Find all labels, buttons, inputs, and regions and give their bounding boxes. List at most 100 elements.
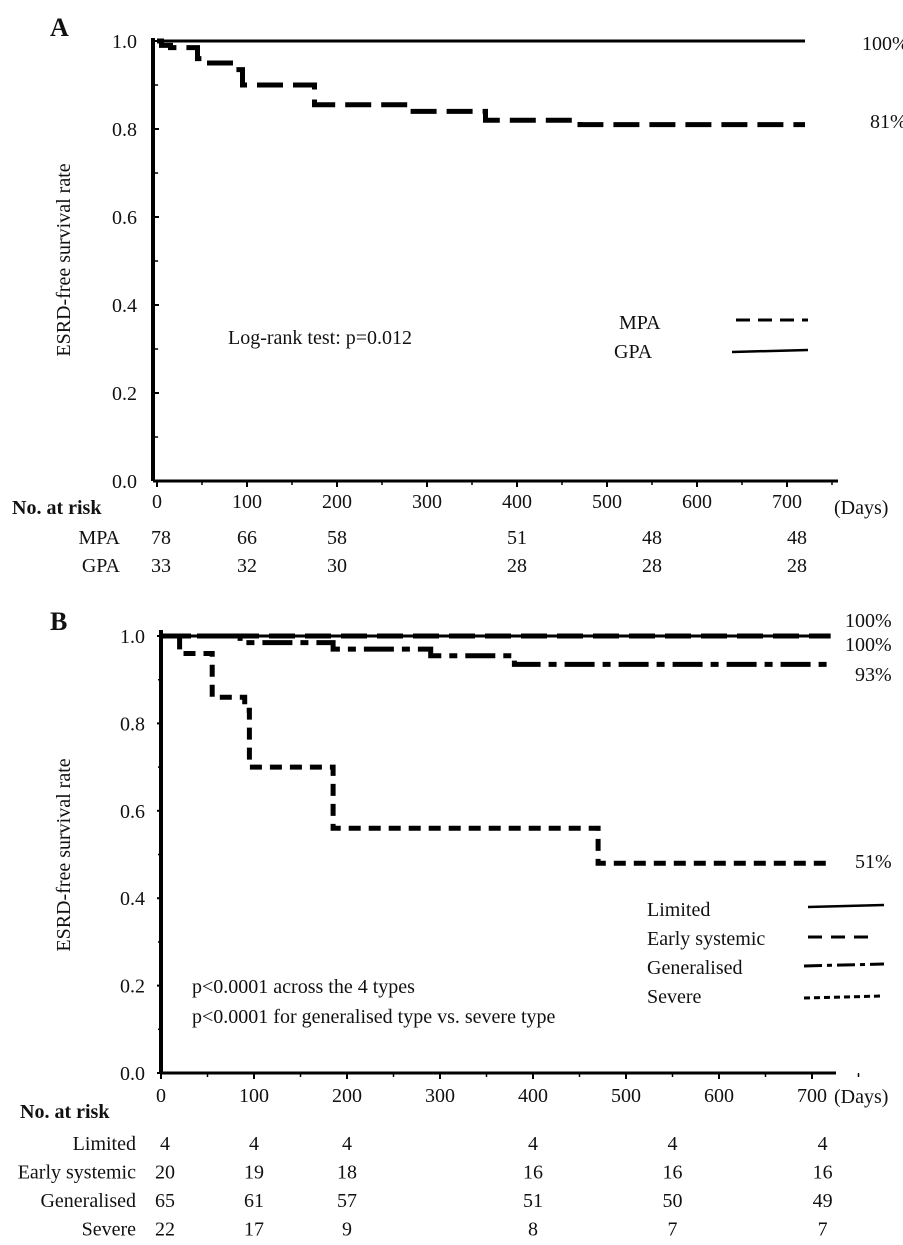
risk-cell: 66 [237,527,257,549]
risk-cell: 4 [160,1133,170,1155]
risk-cell: 33 [151,555,171,577]
legend-swatch-severe [803,994,883,1000]
series-line-mpa [157,38,805,128]
risk-cell: 19 [244,1162,264,1184]
y-tick-label: 0.6 [120,801,145,823]
panel-b-curves [161,633,831,866]
x-tick-label: 600 [704,1085,734,1107]
risk-cell: 49 [813,1190,833,1212]
x-tick-label: 400 [518,1085,548,1107]
risk-row-label: GPA [82,555,121,577]
risk-cell: 51 [523,1190,543,1212]
risk-cell: 16 [523,1162,543,1184]
x-tick-label: 500 [592,491,622,513]
legend-label-limited: Limited [647,899,710,921]
x-tick-label: 200 [322,491,352,513]
y-tick-label: 0.6 [112,207,137,229]
x-tick-label: 0 [152,491,162,513]
panel-b-annotation-2: p<0.0001 for generalised type vs. severe… [192,1006,556,1028]
risk-cell: 7 [818,1219,828,1241]
risk-cell: 58 [327,527,347,549]
y-tick-label: 0.4 [120,888,145,910]
risk-cell: 57 [337,1190,357,1212]
panel-b-risk-heading: No. at risk [20,1101,110,1123]
risk-cell: 65 [155,1190,175,1212]
x-tick-label: 100 [232,491,262,513]
y-tick-label: 0.2 [120,976,145,998]
legend-swatch-generalised [803,962,885,968]
x-tick-label: 100 [239,1085,269,1107]
legend-label-generalised: Generalised [647,957,743,979]
x-tick-label: 600 [682,491,712,513]
legend-swatch-gpa [731,348,809,354]
risk-cell: 48 [787,527,807,549]
panel-b-end-label-early: 100% [845,634,892,656]
risk-cell: 4 [528,1133,538,1155]
legend-swatch-limited [807,903,885,909]
panel-a-end-label-mpa: 81% [870,111,903,133]
panel-b-end-label-generalised: 93% [855,664,892,686]
risk-row-label: Early systemic [18,1162,136,1184]
y-tick-label: 0.8 [120,713,145,735]
risk-cell: 28 [507,555,527,577]
risk-cell: 30 [327,555,347,577]
risk-cell: 28 [787,555,807,577]
risk-cell: 8 [528,1219,538,1241]
panel-b: B ESRD-free survival rate 0.00.20.40.60.… [18,607,892,1241]
risk-cell: 50 [663,1190,683,1212]
panel-a-x-unit: (Days) [834,497,888,519]
panel-b-y-ticks: 0.0 0.2 0.4 0.6 0.8 1.0 [120,626,163,1085]
panel-a-logrank-annotation: Log-rank test: p=0.012 [228,327,412,349]
panel-b-letter: B [50,607,67,636]
panel-b-risk-table: Limited 4 4 4 4 4 4 Early systemic 20 19 18 16 16 16 G… [18,1133,833,1241]
panel-b-x-unit: (Days) [834,1086,888,1108]
risk-cell: 48 [642,527,662,549]
panel-a-x-ticks: 0 100 200 300 400 500 600 700 [152,481,833,513]
risk-cell: 61 [244,1190,264,1212]
panel-a-curves [157,38,805,128]
panel-a-y-ticks: 0.0 0.2 0.4 0.6 0.8 1.0 [112,31,159,493]
panel-a: A ESRD-free survival rate 0.00.20.40.60.… [12,13,903,577]
series-line-severe [161,633,831,866]
legend-label-gpa: GPA [614,341,653,363]
risk-row-label: Limited [73,1133,136,1155]
x-tick-label: 500 [611,1085,641,1107]
risk-row-label: Generalised [40,1190,136,1212]
y-tick-label: 1.0 [120,626,145,648]
panel-a-risk-table: MPA 78 66 58 51 48 48 GPA 33 32 30 28 28 28 [78,527,807,577]
risk-cell: 4 [249,1133,259,1155]
panel-a-risk-heading: No. at risk [12,497,102,519]
y-tick-label: 0.0 [112,471,137,493]
y-tick-label: 0.0 [120,1063,145,1085]
x-tick-label: 700 [772,491,802,513]
panel-a-legend: MPA GPA [614,312,809,363]
y-tick-label: 0.2 [112,383,137,405]
risk-cell: 28 [642,555,662,577]
risk-cell: 4 [818,1133,828,1155]
y-tick-label: 0.8 [112,119,137,141]
risk-cell: 16 [813,1162,833,1184]
panel-b-x-ticks: 0 100 200 300 400 500 600 700 [156,1073,860,1107]
risk-cell: 18 [337,1162,357,1184]
x-tick-label: 0 [156,1085,166,1107]
legend-label-early-systemic: Early systemic [647,928,765,950]
panel-b-y-axis-label: ESRD-free survival rate [53,758,75,951]
risk-cell: 20 [155,1162,175,1184]
x-tick-label: 700 [797,1085,827,1107]
series-line-generalised [161,633,831,667]
risk-cell: 32 [237,555,257,577]
risk-row-label: MPA [78,527,120,549]
legend-label-mpa: MPA [619,312,661,334]
legend-label-severe: Severe [647,986,702,1008]
risk-cell: 7 [668,1219,678,1241]
panel-a-letter: A [50,13,69,42]
risk-row-label: Severe [82,1219,137,1241]
x-tick-label: 400 [502,491,532,513]
x-tick-label: 300 [425,1085,455,1107]
x-tick-label: 200 [332,1085,362,1107]
risk-cell: 51 [507,527,527,549]
panel-a-end-label-gpa: 100% [862,33,903,55]
x-tick-label: 300 [412,491,442,513]
panel-b-legend: Limited Early systemic Generalised Sever… [647,899,885,1008]
